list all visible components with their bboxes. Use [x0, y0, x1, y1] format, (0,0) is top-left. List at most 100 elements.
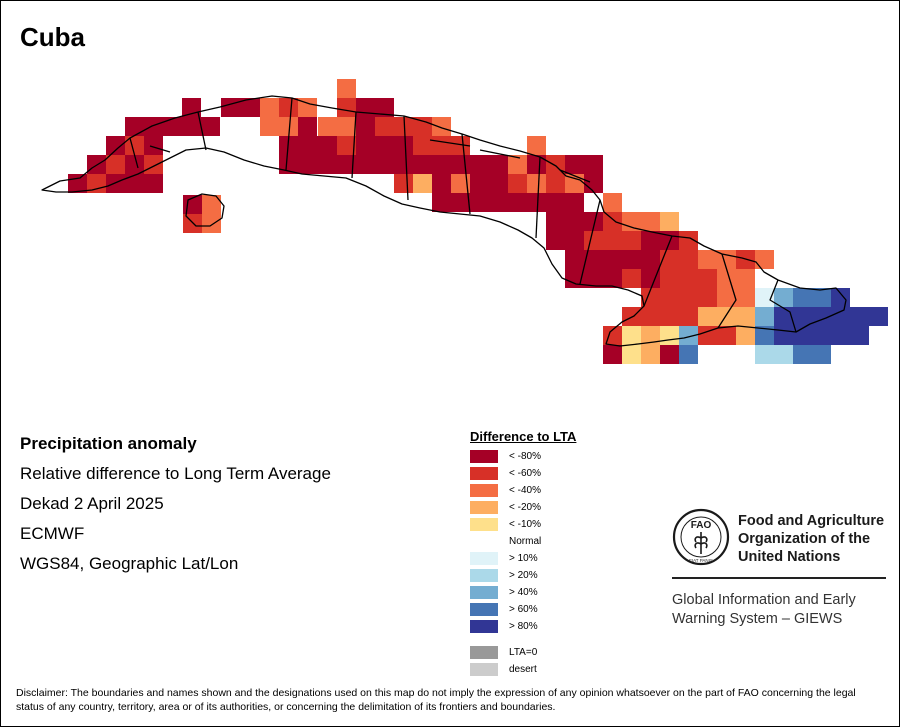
cuba-outline	[41, 95, 847, 347]
anomaly-cell	[337, 79, 356, 98]
anomaly-cell	[125, 136, 144, 155]
anomaly-cell	[202, 195, 221, 214]
anomaly-cell	[622, 212, 641, 231]
anomaly-cell	[527, 136, 546, 155]
anomaly-cell	[298, 117, 317, 136]
anomaly-cell	[622, 345, 641, 364]
anomaly-cell	[679, 326, 698, 345]
fao-name-line: United Nations	[738, 549, 841, 565]
anomaly-cell	[527, 174, 546, 193]
legend-label: > 80%	[509, 621, 538, 632]
isla-de-la-juventud-outline	[185, 193, 225, 227]
anomaly-cell	[698, 288, 717, 307]
anomaly-cell	[660, 326, 679, 345]
anomaly-cell	[774, 288, 793, 307]
info-period: Dekad 2 April 2025	[20, 494, 164, 513]
anomaly-cell	[546, 193, 584, 212]
anomaly-cell	[603, 193, 622, 212]
info-source: ECMWF	[20, 524, 85, 543]
fao-logo: FAO FIAT PANIS	[672, 508, 730, 566]
anomaly-cell	[356, 117, 375, 136]
anomaly-cell	[698, 250, 717, 269]
legend-label: > 60%	[509, 604, 538, 615]
legend-label: > 40%	[509, 587, 538, 598]
anomaly-cell	[565, 269, 622, 288]
fao-name-line: Food and Agriculture	[738, 513, 885, 529]
anomaly-cell	[717, 288, 736, 307]
anomaly-cell	[356, 98, 375, 117]
province-border-9	[643, 235, 673, 307]
anomaly-cell	[641, 269, 660, 288]
anomaly-cell	[755, 307, 774, 326]
anomaly-cell	[432, 174, 451, 193]
anomaly-cell	[622, 326, 641, 345]
anomaly-cell	[774, 307, 869, 326]
anomaly-cell	[298, 98, 317, 117]
anomaly-cell	[584, 155, 603, 174]
legend-label: < -40%	[509, 485, 541, 496]
province-border-11	[769, 279, 797, 333]
fao-name-line: Organization of the	[738, 531, 871, 547]
giews-system-name: Global Information and Early Warning Sys…	[672, 591, 892, 629]
anomaly-cell	[260, 98, 279, 117]
fao-organization-name: Food and Agriculture Organization of the…	[738, 512, 898, 566]
wheat-ear-icon	[694, 532, 708, 554]
map-title: Cuba	[20, 22, 85, 52]
anomaly-cell	[106, 174, 163, 193]
anomaly-cell	[755, 288, 774, 307]
anomaly-cell	[451, 174, 470, 193]
anomaly-cell	[793, 345, 831, 364]
province-border-5	[403, 115, 409, 201]
anomaly-cell	[831, 288, 850, 307]
anomaly-cell	[279, 98, 298, 117]
anomaly-cell	[679, 231, 698, 250]
legend-swatch	[470, 467, 498, 480]
fao-logo-ring	[672, 508, 730, 566]
anomaly-cell	[641, 326, 660, 345]
anomaly-cell	[565, 155, 584, 174]
legend-swatch	[470, 663, 498, 676]
legend-label: desert	[509, 664, 537, 675]
legend-swatch	[470, 586, 498, 599]
province-border-10	[717, 253, 737, 329]
anomaly-cell	[622, 307, 698, 326]
anomaly-cell	[546, 174, 565, 193]
cuba-main-island-outline	[41, 95, 847, 347]
anomaly-cell	[565, 250, 660, 269]
province-border-2	[197, 111, 207, 151]
anomaly-cell	[698, 307, 755, 326]
legend-swatch	[470, 603, 498, 616]
anomaly-cell	[622, 269, 641, 288]
anomaly-cell	[489, 174, 508, 193]
anomaly-cell	[375, 98, 394, 117]
disclaimer: Disclaimer: The boundaries and names sho…	[16, 687, 856, 713]
giews-line: Warning System – GIEWS	[672, 611, 843, 627]
anomaly-cell	[755, 250, 774, 269]
anomaly-cell	[394, 174, 413, 193]
anomaly-cell	[508, 155, 527, 174]
anomaly-cell	[432, 155, 489, 174]
anomaly-cell	[260, 117, 298, 136]
anomaly-cell	[413, 136, 451, 155]
fao-logo-motto: FIAT PANIS	[689, 558, 713, 563]
legend-title: Difference to LTA	[470, 429, 577, 444]
province-border-1	[129, 137, 139, 169]
anomaly-cell	[432, 117, 451, 136]
legend-swatch	[470, 569, 498, 582]
precipitation-map	[41, 79, 888, 364]
anomaly-cell	[106, 155, 125, 174]
anomaly-cell	[679, 345, 698, 364]
legend-swatch	[470, 620, 498, 633]
fao-logo-inner-ring	[680, 516, 722, 558]
legend-label: < -10%	[509, 519, 541, 530]
anomaly-cell	[660, 269, 717, 288]
province-border-3	[285, 97, 293, 171]
anomaly-cell	[584, 174, 603, 193]
info-title: Precipitation anomaly	[20, 434, 197, 453]
anomaly-cell	[584, 231, 641, 250]
anomaly-cell	[603, 345, 622, 364]
anomaly-cell	[164, 117, 183, 136]
anomaly-cell	[451, 136, 470, 155]
anomaly-cell	[660, 250, 698, 269]
legend-label: Normal	[509, 536, 542, 547]
